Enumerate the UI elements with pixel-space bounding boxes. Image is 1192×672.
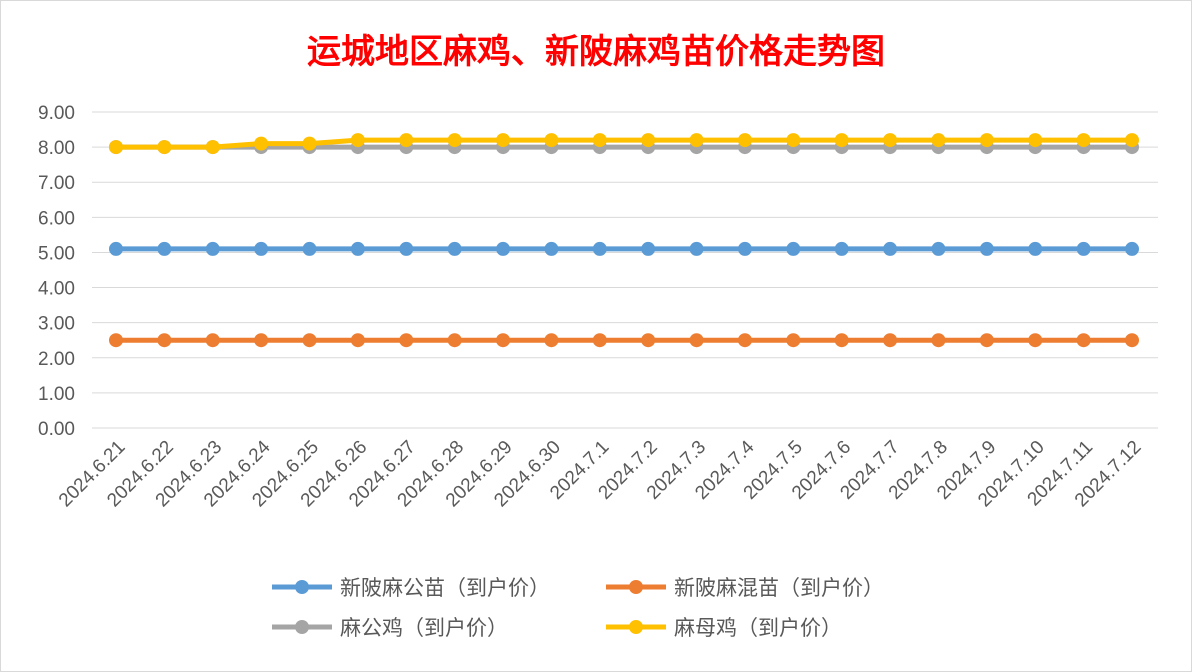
data-point <box>350 133 365 148</box>
legend-item: 新陂麻混苗（到户价） <box>606 576 884 600</box>
legend-swatch-marker <box>629 580 643 594</box>
data-point <box>205 241 220 256</box>
y-tick-label: 2.00 <box>38 349 75 370</box>
data-point <box>399 241 414 256</box>
data-point <box>447 241 462 256</box>
legend-swatch-marker <box>295 580 309 594</box>
y-tick-label: 4.00 <box>38 279 75 300</box>
data-point <box>447 133 462 148</box>
data-point <box>399 333 414 348</box>
series-1 <box>109 333 1139 348</box>
data-point <box>496 133 511 148</box>
y-tick-label: 7.00 <box>38 173 75 194</box>
data-point <box>737 133 752 148</box>
legend-item: 麻公鸡（到户价） <box>272 616 508 640</box>
data-point <box>1125 133 1139 148</box>
data-point <box>689 241 704 256</box>
data-point <box>931 241 946 256</box>
legend-item: 新陂麻公苗（到户价） <box>272 576 550 600</box>
legend-label: 新陂麻公苗（到户价） <box>340 576 550 600</box>
chart-title: 运城地区麻鸡、新陂麻鸡苗价格走势图 <box>307 32 885 72</box>
data-point <box>109 140 123 155</box>
data-point <box>979 133 994 148</box>
legend-label: 麻公鸡（到户价） <box>340 616 508 640</box>
legend-label: 新陂麻混苗（到户价） <box>674 576 884 600</box>
data-point <box>689 133 704 148</box>
data-point <box>109 333 123 348</box>
data-point <box>544 133 559 148</box>
data-point <box>544 241 559 256</box>
data-point <box>883 241 898 256</box>
data-point <box>350 241 365 256</box>
data-point <box>302 333 317 348</box>
data-point <box>737 241 752 256</box>
series-line <box>116 137 1132 150</box>
data-point <box>883 333 898 348</box>
y-tick-label: 0.00 <box>38 419 75 440</box>
y-tick-label: 6.00 <box>38 208 75 229</box>
data-point <box>592 333 607 348</box>
legend-swatch-marker <box>629 620 643 634</box>
data-point <box>205 333 220 348</box>
y-tick-label: 5.00 <box>38 243 75 264</box>
series-0 <box>109 241 1139 256</box>
data-point <box>834 133 849 148</box>
data-point <box>931 133 946 148</box>
data-point <box>979 333 994 348</box>
data-point <box>737 333 752 348</box>
data-point <box>157 333 172 348</box>
data-point <box>447 333 462 348</box>
data-point <box>544 333 559 348</box>
data-point <box>1076 333 1091 348</box>
data-point <box>786 241 801 256</box>
y-tick-label: 8.00 <box>38 138 75 159</box>
data-point <box>496 241 511 256</box>
data-point <box>641 241 656 256</box>
data-point <box>786 333 801 348</box>
data-point <box>302 136 317 151</box>
data-point <box>350 333 365 348</box>
data-point <box>157 140 172 155</box>
data-point <box>834 241 849 256</box>
data-point <box>979 241 994 256</box>
x-axis-labels: 2024.6.212024.6.222024.6.232024.6.242024… <box>55 436 1146 511</box>
data-point <box>302 241 317 256</box>
gridlines <box>92 111 1158 429</box>
data-point <box>205 140 220 155</box>
data-point <box>786 133 801 148</box>
y-tick-label: 9.00 <box>38 103 75 124</box>
y-tick-label: 1.00 <box>38 384 75 405</box>
data-point <box>641 333 656 348</box>
y-tick-label: 3.00 <box>38 314 75 335</box>
data-point <box>254 136 269 151</box>
data-point <box>592 133 607 148</box>
data-point <box>1076 133 1091 148</box>
data-point <box>157 241 172 256</box>
data-point <box>399 133 414 148</box>
data-point <box>689 333 704 348</box>
legend-label: 麻母鸡（到户价） <box>674 616 842 640</box>
data-point <box>1028 333 1043 348</box>
legend-swatch-marker <box>295 620 309 634</box>
series-layer <box>109 133 1139 348</box>
data-point <box>1125 333 1139 348</box>
legend: 新陂麻公苗（到户价） 新陂麻混苗（到户价） 麻公鸡（到户价） 麻母鸡（到户价） <box>272 576 884 640</box>
data-point <box>254 333 269 348</box>
data-point <box>834 333 849 348</box>
data-point <box>883 133 898 148</box>
y-axis-labels: 0.00 1.00 2.00 3.00 4.00 5.00 6.00 7.00 8.00 9.00 <box>38 103 75 440</box>
series-3 <box>109 133 1139 155</box>
data-point <box>109 241 123 256</box>
data-point <box>1028 133 1043 148</box>
data-point <box>254 241 269 256</box>
data-point <box>1028 241 1043 256</box>
data-point <box>496 333 511 348</box>
legend-item: 麻母鸡（到户价） <box>606 616 842 640</box>
data-point <box>1125 241 1139 256</box>
data-point <box>592 241 607 256</box>
data-point <box>641 133 656 148</box>
data-point <box>931 333 946 348</box>
data-point <box>1076 241 1091 256</box>
